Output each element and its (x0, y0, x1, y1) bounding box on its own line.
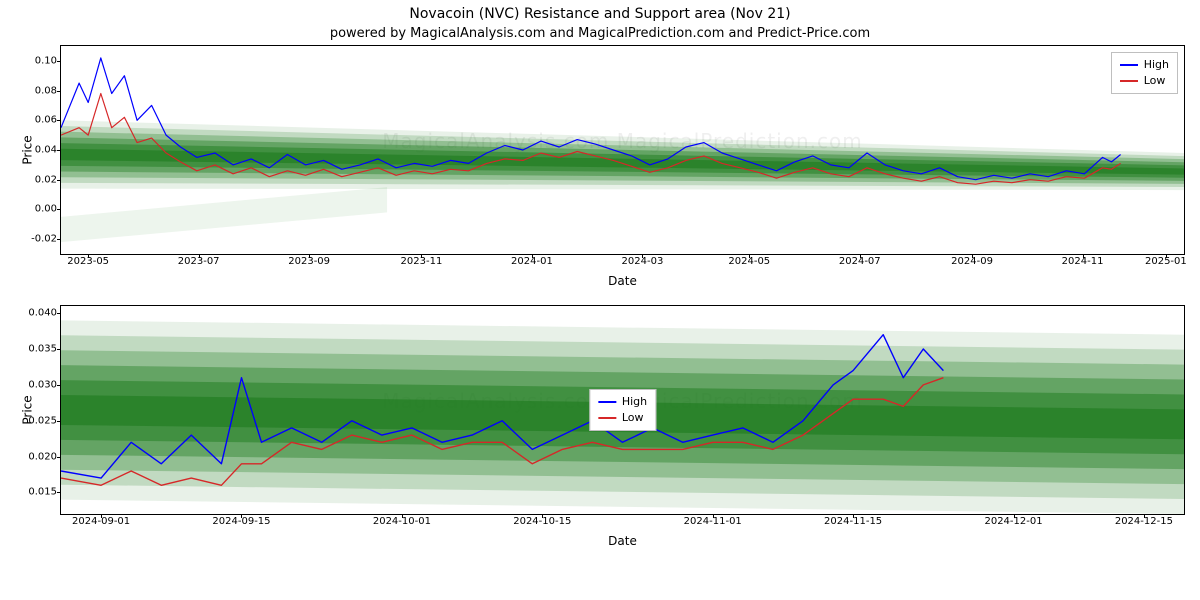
y-tick-label: 0.025 (15, 415, 57, 426)
legend-item-low: Low (1120, 73, 1169, 89)
legend-label-high: High (1144, 57, 1169, 73)
y-tick-label: 0.020 (15, 451, 57, 462)
chart-subtitle: powered by MagicalAnalysis.com and Magic… (0, 22, 1200, 43)
y-ticks-top: -0.02 0.00 0.02 0.04 0.06 0.08 0.10 (15, 46, 57, 254)
plot-svg-top (61, 46, 1184, 254)
legend-label-high: High (622, 394, 647, 410)
y-tick-label: 0.08 (15, 85, 57, 96)
y-tick-label: 0.040 (15, 308, 57, 319)
legend-label-low: Low (622, 410, 644, 426)
y-tick-label: 0.00 (15, 204, 57, 215)
y-tick-label: 0.035 (15, 344, 57, 355)
legend-label-low: Low (1144, 73, 1166, 89)
legend-item-high: High (598, 394, 647, 410)
x-ticks-bottom: 2024-09-012024-09-152024-10-012024-10-15… (61, 516, 1184, 530)
chart-title: Novacoin (NVC) Resistance and Support ar… (0, 0, 1200, 22)
x-axis-label: Date (608, 274, 637, 288)
x-axis-label: Date (608, 534, 637, 548)
y-tick-label: 0.06 (15, 115, 57, 126)
y-tick-label: -0.02 (15, 234, 57, 245)
legend-bottom: High Low (589, 389, 656, 431)
legend-swatch-low (1120, 80, 1138, 82)
y-tick-label: 0.030 (15, 379, 57, 390)
y-ticks-bottom: 0.015 0.020 0.025 0.030 0.035 0.040 (15, 306, 57, 514)
legend-item-high: High (1120, 57, 1169, 73)
x-ticks-top: 2023-052023-072023-092023-112024-012024-… (61, 256, 1184, 270)
legend-top: High Low (1111, 52, 1178, 94)
legend-swatch-high (1120, 64, 1138, 66)
legend-swatch-low (598, 417, 616, 419)
legend-swatch-high (598, 401, 616, 403)
y-tick-label: 0.10 (15, 55, 57, 66)
chart-top: Price Date -0.020.000.020.040.060.080.10… (60, 45, 1185, 255)
y-tick-label: 0.04 (15, 145, 57, 156)
chart-bottom: Price Date 0.0150.0200.0250.0300.0350.04… (60, 305, 1185, 515)
legend-item-low: Low (598, 410, 647, 426)
page-root: Novacoin (NVC) Resistance and Support ar… (0, 0, 1200, 600)
y-tick-label: 0.02 (15, 174, 57, 185)
y-tick-label: 0.015 (15, 487, 57, 498)
